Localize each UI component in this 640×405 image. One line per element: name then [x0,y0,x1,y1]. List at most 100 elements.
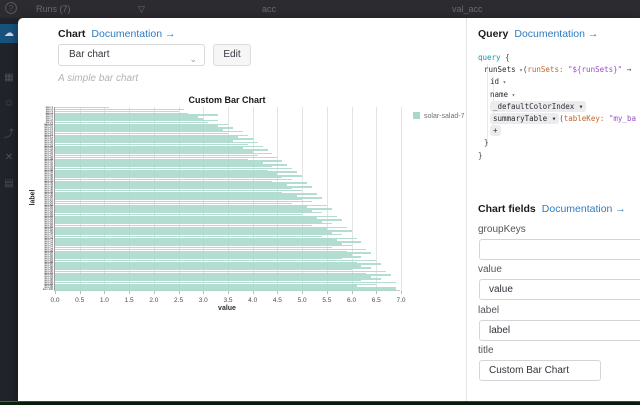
code-line[interactable]: query { [478,52,510,64]
cloud-icon: ☁ [0,24,18,43]
bar [55,226,347,229]
bar [55,127,233,129]
x-tick-mark [401,291,402,294]
bar-chart-plot[interactable]: 0.0 0.5 1.0 1.5 2.0 2.5 3.0 3.5 4.0 4.5 5.0 5.5 6.0 6… [50,107,406,304]
code-line[interactable]: _defaultColorIndex ▾ [490,100,587,113]
code-text: ( [522,65,528,75]
bar [55,151,253,153]
bar [55,263,382,265]
bar [55,193,317,195]
chart-fields-documentation-link[interactable]: Documentation → [541,203,626,215]
field-input-value[interactable] [479,279,640,300]
y-tick-label: item-28 [44,155,53,159]
bar [55,180,273,183]
query-documentation-link[interactable]: Documentation → [514,28,599,40]
bar [55,167,293,170]
background-sidebar: ☁ ▦ ☺ ⤴ ✕ ▤ [0,18,18,402]
y-tick-label: item-97 [44,282,53,286]
field-label-label: label [478,305,500,316]
bar [55,197,322,199]
chart-fields-title: Chart fields [478,203,536,215]
y-tick-label: item-60 [44,214,53,218]
code-line[interactable]: name ▾ [490,89,515,101]
code-field-chip[interactable]: summaryTable ▾ [490,113,560,124]
bar [55,235,322,238]
code-line[interactable]: + [490,125,501,137]
chart-panel-title: Chart [58,28,86,40]
code-argument: runSets: [527,65,564,75]
y-tick-label: item-53 [44,201,53,205]
x-tick-mark [351,291,353,294]
bar [55,107,110,109]
y-tick-label: item-71 [44,234,53,238]
bar [55,283,377,286]
bar [55,221,322,223]
x-tick-mark [228,291,229,294]
bar [55,246,332,249]
field-input-title[interactable] [479,360,601,381]
code-line[interactable]: summaryTable ▾ (tableKey: "my_ba [490,113,636,125]
y-tick-label: item-72 [44,236,53,240]
y-tick-label: item-74 [44,240,53,244]
y-tick-label: item-94 [44,277,53,281]
field-input-label[interactable] [479,320,640,341]
query-panel: Query Documentation → query {runSets ▾(ru… [467,18,640,401]
bar [55,211,322,214]
y-tick-label: item-96 [44,280,53,284]
bar [55,268,352,271]
code-line[interactable]: } [478,150,483,162]
bar [55,254,352,256]
query-panel-header: Query Documentation → [478,28,598,40]
code-field-chip[interactable]: _defaultColorIndex ▾ [490,100,587,112]
chart-type-select[interactable]: Bar chart ⌄ [58,44,205,66]
y-tick-label: item-30 [44,159,53,163]
help-icon: ? [5,2,17,14]
bar [55,274,392,276]
table-icon: ▤ [4,178,14,189]
bar [55,233,342,236]
x-tick-mark [104,291,106,294]
bar [55,210,313,212]
chart-documentation-link[interactable]: Documentation → [91,28,176,40]
y-tick-label: item-47 [44,190,53,194]
field-input-groupKeys[interactable] [479,239,640,260]
bar [55,222,332,225]
code-text: ( [559,114,564,123]
bar [55,267,372,269]
y-tick-label: item-50 [44,196,53,200]
bar [55,208,332,210]
code-line[interactable]: runSets ▾(runSets: "${runSets}" → [484,64,631,76]
x-axis-title: value [218,305,236,312]
y-tick-label: item-100 [42,288,53,292]
code-field-chip[interactable]: + [490,125,501,137]
x-tick-mark [252,291,254,294]
chart-type-value: Bar chart [69,49,110,60]
x-tick-label: 4.0 [248,297,258,304]
x-tick-label: 5.0 [297,297,307,304]
bar [55,112,189,114]
code-line[interactable]: id ▾ [490,76,506,88]
bar [55,118,204,120]
y-tick-label: item-39 [44,175,53,179]
y-tick-label: item-41 [44,179,53,183]
bar [55,252,372,254]
grid-icon: ▦ [4,72,14,83]
x-tick-label: 0.5 [75,297,85,304]
code-text: id [490,77,500,87]
y-tick-label: item-7 [45,117,53,121]
bar [55,256,362,258]
code-line[interactable]: } [484,137,489,149]
bar [55,200,313,203]
bar [55,206,308,208]
y-tick-label: item-20 [44,140,53,144]
edit-button[interactable]: Edit [213,44,251,66]
bar [55,164,288,166]
x-tick-mark [326,291,328,294]
bar [55,169,268,172]
y-tick-label: item-77 [44,245,53,249]
y-tick-label: item-75 [44,242,53,246]
y-tick-label: item-79 [44,249,53,253]
y-tick-label: item-90 [44,269,53,273]
y-tick-label: item-12 [44,126,53,130]
